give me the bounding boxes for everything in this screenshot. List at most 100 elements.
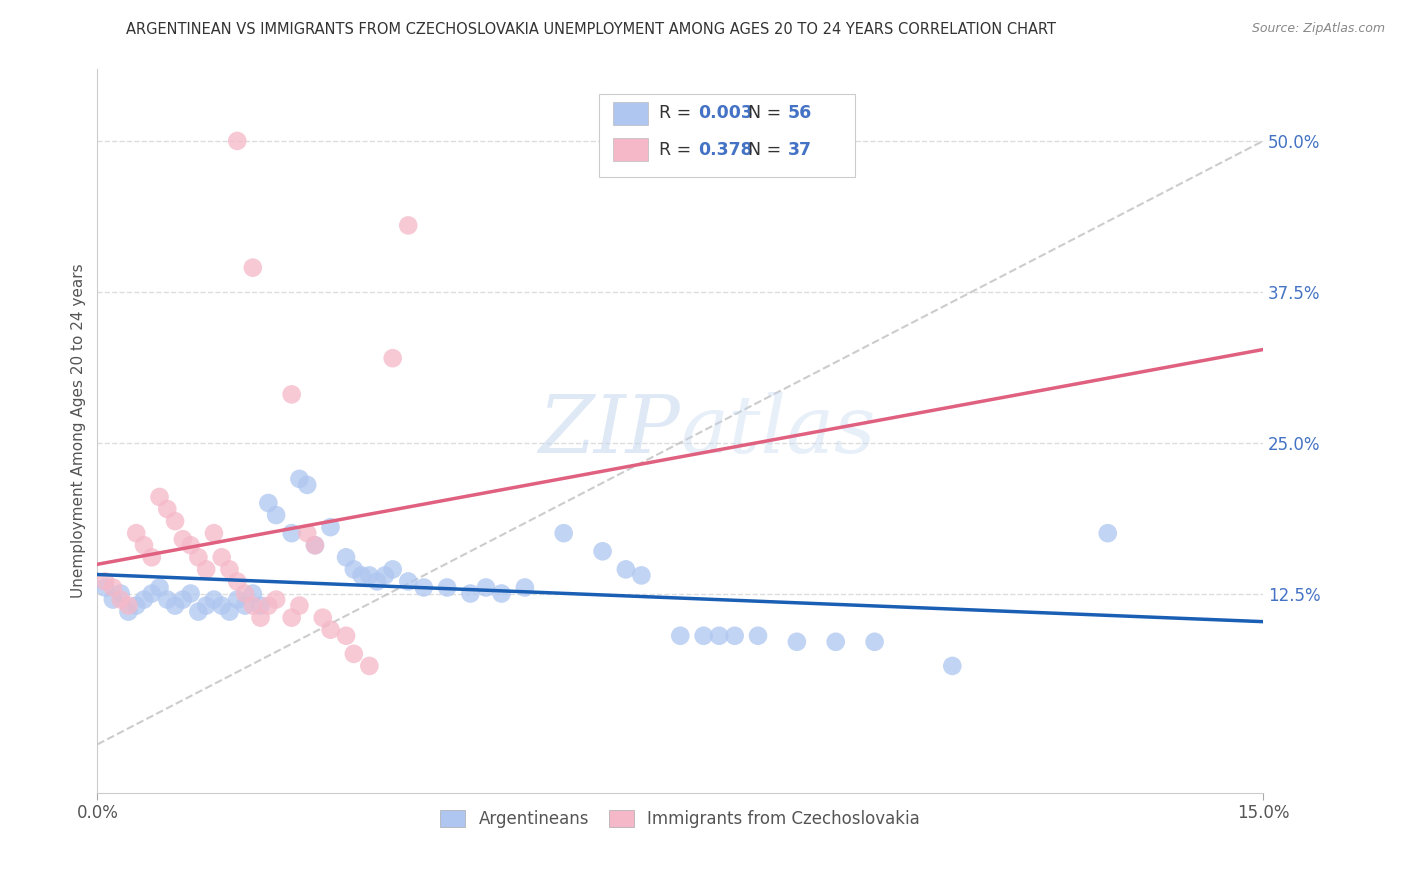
Point bbox=[669, 629, 692, 643]
Point bbox=[172, 592, 194, 607]
Point bbox=[242, 260, 264, 275]
Point bbox=[180, 538, 202, 552]
Point bbox=[141, 550, 163, 565]
Point bbox=[724, 629, 747, 643]
Text: R =: R = bbox=[659, 104, 697, 122]
Text: R =: R = bbox=[659, 141, 697, 159]
Point bbox=[553, 526, 575, 541]
Point bbox=[132, 538, 155, 552]
Point bbox=[381, 351, 404, 366]
Point bbox=[226, 574, 249, 589]
Point bbox=[211, 550, 233, 565]
Point bbox=[165, 514, 187, 528]
Point bbox=[592, 544, 614, 558]
Point bbox=[195, 599, 218, 613]
Point bbox=[94, 574, 117, 589]
Point bbox=[187, 605, 209, 619]
Point bbox=[141, 586, 163, 600]
Point bbox=[211, 599, 233, 613]
Point bbox=[359, 659, 381, 673]
Point bbox=[304, 538, 326, 552]
Point bbox=[1097, 526, 1119, 541]
Point bbox=[614, 562, 637, 576]
Text: 0.378: 0.378 bbox=[697, 141, 752, 159]
Point bbox=[381, 562, 404, 576]
Point bbox=[280, 387, 302, 401]
Point bbox=[242, 599, 264, 613]
Point bbox=[280, 610, 302, 624]
Point bbox=[343, 562, 366, 576]
Point bbox=[257, 599, 280, 613]
Text: 37: 37 bbox=[787, 141, 811, 159]
Text: N =: N = bbox=[748, 141, 786, 159]
Point bbox=[226, 134, 249, 148]
Point bbox=[94, 581, 117, 595]
Point bbox=[101, 592, 124, 607]
Point bbox=[187, 550, 209, 565]
Point bbox=[110, 592, 132, 607]
FancyBboxPatch shape bbox=[613, 138, 648, 161]
Text: ZIP: ZIP bbox=[538, 392, 681, 469]
Point bbox=[156, 592, 179, 607]
Point bbox=[117, 599, 139, 613]
Point bbox=[249, 610, 271, 624]
Point bbox=[692, 629, 714, 643]
Point bbox=[475, 581, 498, 595]
Point bbox=[707, 629, 730, 643]
Point bbox=[312, 610, 335, 624]
Point bbox=[288, 472, 311, 486]
Point bbox=[460, 586, 482, 600]
Point bbox=[366, 574, 388, 589]
Text: 0.003: 0.003 bbox=[697, 104, 752, 122]
Point bbox=[335, 550, 357, 565]
Point bbox=[412, 581, 434, 595]
Point bbox=[249, 599, 271, 613]
Point bbox=[350, 568, 373, 582]
Point bbox=[941, 659, 963, 673]
Point bbox=[180, 586, 202, 600]
Point bbox=[202, 526, 225, 541]
Point bbox=[148, 490, 170, 504]
Point bbox=[295, 526, 318, 541]
Point bbox=[226, 592, 249, 607]
Text: Source: ZipAtlas.com: Source: ZipAtlas.com bbox=[1251, 22, 1385, 36]
Point bbox=[396, 219, 419, 233]
Point bbox=[335, 629, 357, 643]
Point bbox=[257, 496, 280, 510]
Point bbox=[295, 478, 318, 492]
Point bbox=[117, 605, 139, 619]
Point bbox=[110, 586, 132, 600]
Point bbox=[319, 623, 342, 637]
Point bbox=[233, 586, 256, 600]
Point bbox=[156, 502, 179, 516]
Point bbox=[165, 599, 187, 613]
Point bbox=[218, 605, 240, 619]
Point bbox=[343, 647, 366, 661]
Point bbox=[863, 634, 886, 648]
Point bbox=[264, 592, 287, 607]
Point bbox=[148, 581, 170, 595]
Point bbox=[125, 599, 148, 613]
FancyBboxPatch shape bbox=[613, 102, 648, 125]
Point bbox=[786, 634, 808, 648]
Text: atlas: atlas bbox=[681, 392, 876, 469]
Point bbox=[436, 581, 458, 595]
Point bbox=[125, 526, 148, 541]
Point bbox=[195, 562, 218, 576]
Text: ARGENTINEAN VS IMMIGRANTS FROM CZECHOSLOVAKIA UNEMPLOYMENT AMONG AGES 20 TO 24 Y: ARGENTINEAN VS IMMIGRANTS FROM CZECHOSLO… bbox=[125, 22, 1056, 37]
Point bbox=[396, 574, 419, 589]
Point bbox=[359, 568, 381, 582]
FancyBboxPatch shape bbox=[599, 94, 855, 178]
Text: N =: N = bbox=[748, 104, 786, 122]
Point bbox=[374, 568, 396, 582]
Point bbox=[218, 562, 240, 576]
Point bbox=[101, 581, 124, 595]
Point bbox=[242, 586, 264, 600]
Point bbox=[132, 592, 155, 607]
Text: 56: 56 bbox=[787, 104, 811, 122]
Legend: Argentineans, Immigrants from Czechoslovakia: Argentineans, Immigrants from Czechoslov… bbox=[433, 804, 927, 835]
Point bbox=[233, 599, 256, 613]
Point bbox=[202, 592, 225, 607]
Point bbox=[280, 526, 302, 541]
Point bbox=[264, 508, 287, 522]
